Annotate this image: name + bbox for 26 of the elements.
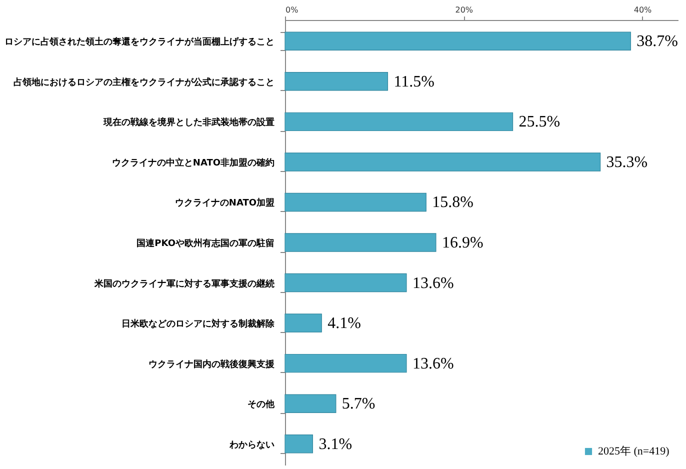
- data-label: 5.7%: [342, 396, 376, 413]
- data-label: 11.5%: [394, 73, 434, 90]
- data-label: 25.5%: [518, 114, 560, 131]
- data-label: 4.1%: [328, 315, 361, 332]
- data-label: 15.8%: [432, 194, 474, 212]
- y-tick-label: 占領地におけるロシアの主権をウクライナが公式に承認すること: [14, 76, 274, 88]
- data-label: 16.9%: [442, 234, 484, 252]
- y-tick-label: ウクライナ国内の戦後復興支援: [148, 358, 276, 370]
- data-label: 3.1%: [318, 436, 352, 453]
- data-label: 38.7%: [636, 33, 678, 50]
- y-tick-label: ウクライナのNATO加盟: [174, 198, 274, 209]
- data-label: 35.3%: [606, 154, 648, 171]
- data-label: 13.6%: [412, 274, 454, 292]
- legend-label: 2025年 (n=419): [598, 446, 670, 458]
- y-tick-label: ロシアに占領された領土の奪還をウクライナが当面棚上げすること: [4, 36, 274, 48]
- y-tick-label: ウクライナの中立とNATO非加盟の確約: [112, 157, 274, 168]
- y-tick-label: 日米欧などのロシアに対する制裁解除: [122, 318, 276, 330]
- y-tick-label: 米国のウクライナ軍に対する軍事支援の継続: [94, 278, 274, 290]
- y-tick-label: わからない: [228, 440, 274, 450]
- x-tick-label: 0%: [286, 6, 299, 14]
- y-tick-label: 国連PKOや欧州有志国の軍の駐留: [136, 238, 274, 249]
- y-tick-label: 現在の戦線を境界とした非武装地帯の設置: [102, 117, 274, 128]
- y-tick-label: その他: [248, 399, 276, 410]
- x-tick-label: 20%: [455, 6, 474, 14]
- data-label: 13.6%: [412, 355, 454, 372]
- x-tick-label: 40%: [634, 6, 652, 14]
